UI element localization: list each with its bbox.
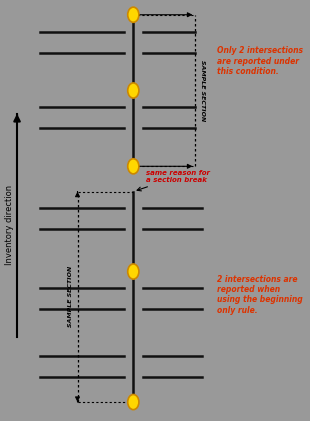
Text: SAMPLE SECTION: SAMPLE SECTION bbox=[68, 266, 73, 328]
Circle shape bbox=[128, 83, 139, 98]
Circle shape bbox=[128, 7, 139, 22]
Text: Inventory direction: Inventory direction bbox=[5, 185, 14, 265]
Text: 2 intersections are
reported when
using the beginning
only rule.: 2 intersections are reported when using … bbox=[217, 274, 303, 315]
Text: Only 2 intersections
are reported under
this condition.: Only 2 intersections are reported under … bbox=[217, 46, 303, 76]
Text: SAMPLE SECTION: SAMPLE SECTION bbox=[200, 60, 205, 121]
Circle shape bbox=[128, 394, 139, 410]
Circle shape bbox=[128, 264, 139, 279]
Circle shape bbox=[128, 159, 139, 174]
Text: same reason for
a section break: same reason for a section break bbox=[137, 170, 210, 191]
